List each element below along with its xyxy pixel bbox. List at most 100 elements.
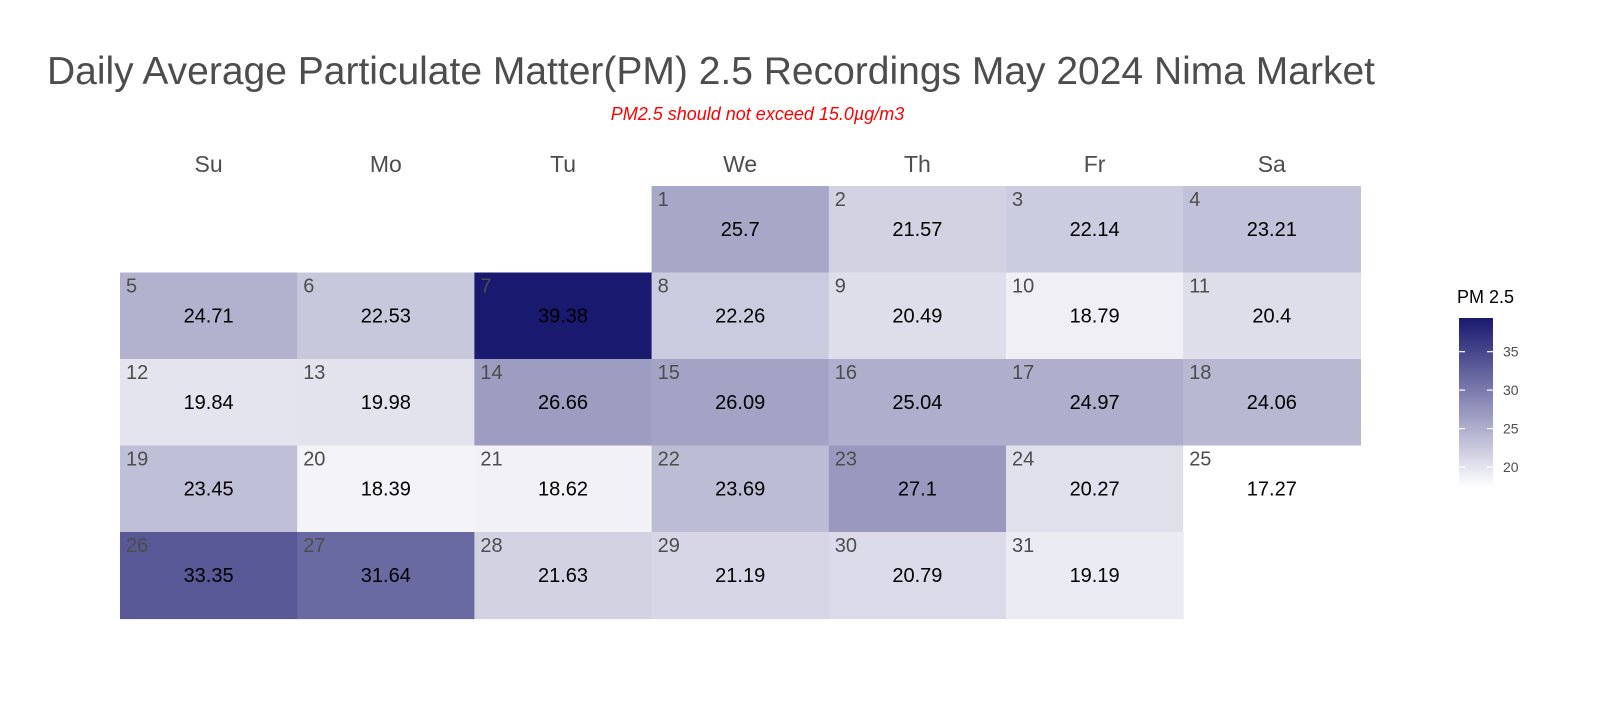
day-cell-4: 423.21: [1183, 186, 1361, 274]
day-value: 20.79: [892, 565, 942, 587]
day-cell-15: 15 26.09: [651, 359, 830, 447]
day-number: 21: [480, 449, 502, 471]
day-value: 21.63: [538, 565, 588, 587]
day-value: 24.06: [1247, 392, 1297, 414]
day-cell-fill: [1183, 272, 1361, 360]
day-cell-fill: [651, 186, 830, 274]
day-cell-fill: [1183, 186, 1361, 274]
day-value: 23.69: [715, 479, 765, 501]
day-cell-fill: [474, 272, 653, 360]
day-cell-fill: [828, 445, 1007, 533]
day-cell-fill: [1006, 272, 1184, 360]
day-cell-fill: [297, 359, 475, 447]
page-subtitle: PM2.5 should not exceed 15.0µg/m3: [610, 104, 905, 124]
day-number: 7: [480, 276, 491, 298]
day-cell-fill: [651, 272, 830, 360]
legend-tick-label: 25: [1503, 421, 1519, 437]
day-number: 1: [658, 189, 669, 211]
calendar-cells: 125.7221.57322.14423.21524.71622.53739.3…: [120, 186, 1361, 620]
day-cell-fill: [297, 445, 475, 533]
day-number: 4: [1189, 189, 1200, 211]
day-number: 13: [303, 362, 325, 384]
day-value: 18.62: [538, 479, 588, 501]
day-value: 33.35: [184, 565, 234, 587]
day-value: 19.19: [1070, 565, 1120, 587]
day-value: 21.57: [892, 219, 942, 241]
day-cell-30: 30 20.79: [828, 532, 1007, 620]
day-number: 28: [480, 535, 502, 557]
day-number: 30: [835, 535, 857, 557]
weekday-su: Su: [195, 151, 223, 177]
day-number: 20: [303, 449, 325, 471]
day-cell-8: 822.26: [651, 272, 830, 360]
weekday-th: Th: [904, 151, 931, 177]
weekday-fr: Fr: [1084, 151, 1106, 177]
legend-title: PM 2.5: [1457, 287, 1514, 307]
day-cell-fill: [828, 186, 1007, 274]
legend-colorbar: [1459, 318, 1493, 488]
day-cell-fill: [120, 532, 298, 620]
day-cell-22: 22 23.69: [651, 445, 830, 533]
day-cell-6: 622.53: [297, 272, 475, 360]
day-value: 18.39: [361, 479, 411, 501]
day-cell-11: 11 20.4: [1183, 272, 1361, 360]
day-cell-fill: [828, 272, 1007, 360]
day-cell-fill: [1183, 359, 1361, 447]
legend-tick-label: 30: [1503, 382, 1519, 398]
day-cell-fill: [1006, 445, 1184, 533]
day-number: 2: [835, 189, 846, 211]
day-cell-fill: [474, 445, 653, 533]
day-number: 18: [1189, 362, 1211, 384]
day-number: 19: [126, 449, 148, 471]
day-number: 16: [835, 362, 857, 384]
weekday-we: We: [723, 151, 757, 177]
day-cell-fill: [297, 532, 475, 620]
day-value: 19.98: [361, 392, 411, 414]
day-value: 22.14: [1070, 219, 1120, 241]
day-number: 24: [1012, 449, 1034, 471]
day-cell-fill: [474, 532, 653, 620]
day-cell-14: 14 26.66: [474, 359, 653, 447]
day-value: 19.84: [184, 392, 234, 414]
day-cell-fill: [651, 445, 830, 533]
day-number: 12: [126, 362, 148, 384]
day-value: 39.38: [538, 306, 588, 328]
day-number: 3: [1012, 189, 1023, 211]
day-number: 26: [126, 535, 148, 557]
day-cell-fill: [828, 359, 1007, 447]
day-cell-27: 27 31.64: [297, 532, 475, 620]
day-value: 18.79: [1070, 306, 1120, 328]
day-cell-24: 24 20.27: [1006, 445, 1184, 533]
day-value: 24.97: [1070, 392, 1120, 414]
day-value: 25.7: [721, 219, 760, 241]
day-value: 24.71: [184, 306, 234, 328]
day-value: 23.21: [1247, 219, 1297, 241]
day-cell-fill: [651, 359, 830, 447]
day-number: 14: [480, 362, 502, 384]
day-cell-fill: [1183, 445, 1361, 533]
day-cell-fill: [120, 445, 298, 533]
day-value: 27.1: [898, 479, 937, 501]
page-title: Daily Average Particulate Matter(PM) 2.5…: [47, 50, 1375, 93]
day-cell-20: 20 18.39: [297, 445, 475, 533]
day-cell-16: 16 25.04: [828, 359, 1007, 447]
day-cell-fill: [1006, 359, 1184, 447]
day-number: 10: [1012, 276, 1034, 298]
day-cell-fill: [828, 532, 1007, 620]
day-value: 26.66: [538, 392, 588, 414]
day-value: 26.09: [715, 392, 765, 414]
day-cell-12: 12 19.84: [120, 359, 298, 447]
day-cell-fill: [651, 532, 830, 620]
day-value: 20.4: [1252, 306, 1291, 328]
day-cell-fill: [297, 272, 475, 360]
weekday-mo: Mo: [370, 151, 402, 177]
day-cell-23: 23 27.1: [828, 445, 1007, 533]
day-number: 31: [1012, 535, 1034, 557]
day-cell-fill: [120, 359, 298, 447]
day-cell-3: 322.14: [1006, 186, 1184, 274]
day-cell-19: 19 23.45: [120, 445, 298, 533]
day-cell-5: 524.71: [120, 272, 298, 360]
day-value: 25.04: [892, 392, 942, 414]
day-cell-fill: [1006, 186, 1184, 274]
